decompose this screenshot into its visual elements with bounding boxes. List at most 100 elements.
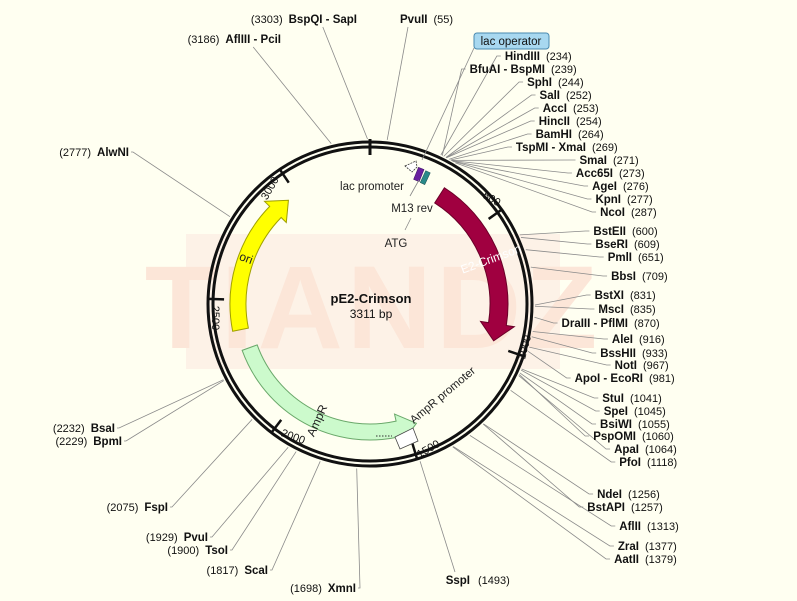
site-sali[interactable]: SalI (252)	[540, 90, 592, 102]
site-sspi[interactable]: SspI (1493)	[446, 575, 510, 587]
lac-promoter-label: lac promoter	[340, 181, 404, 193]
site-lead	[532, 331, 608, 340]
site-pvui[interactable]: PvuI (1929)	[146, 532, 208, 544]
site-lead	[519, 372, 597, 425]
lac-promoter-arrow[interactable]	[404, 160, 418, 173]
tick-label-1500: 1500	[415, 438, 442, 461]
site-name: TspMI - XmaI	[516, 142, 586, 154]
site-bpmi[interactable]: BpmI (2229)	[55, 436, 122, 448]
site-position: (651)	[638, 252, 664, 264]
tick-500	[487, 208, 503, 220]
site-position: (1313)	[647, 521, 679, 533]
site-name: NcoI	[600, 207, 625, 219]
site-fspi[interactable]: FspI (2075)	[107, 502, 168, 514]
site-bamhi[interactable]: BamHI (264)	[536, 129, 604, 141]
site-lead	[210, 447, 289, 538]
site-bstapi[interactable]: BstAPI (1257)	[587, 502, 663, 514]
site-name: Acc65I	[576, 168, 613, 180]
site-lead	[452, 446, 614, 547]
site-apai[interactable]: ApaI (1064)	[614, 444, 677, 456]
site-alei[interactable]: AleI (916)	[612, 334, 665, 346]
e2-crimson-arrow[interactable]	[433, 187, 516, 342]
site-aatii[interactable]: AatII (1379)	[614, 554, 677, 566]
site-lead	[531, 336, 597, 354]
lac-operator-callout[interactable]: lac operator	[473, 32, 550, 50]
ampr-promoter-arrow[interactable]	[394, 427, 419, 450]
site-name: NotI	[615, 360, 637, 372]
site-name: BseRI	[595, 239, 628, 251]
site-bseri[interactable]: BseRI (609)	[595, 239, 659, 251]
site-bfuai-bspmi[interactable]: BfuAI - BspMI (239)	[470, 64, 577, 76]
site-name: ApoI - EcoRI	[575, 373, 643, 385]
site-name: AflIII - PciI	[225, 34, 281, 46]
site-name: KpnI	[595, 194, 621, 206]
site-pvuii[interactable]: PvuII (55)	[400, 14, 453, 26]
site-afliii-pcii[interactable]: AflIII - PciI (3186)	[188, 34, 281, 46]
site-draiii-pflmi[interactable]: DraIII - PflMI (870)	[562, 318, 660, 330]
site-alwni[interactable]: AlwNI (2777)	[59, 147, 129, 159]
site-position: (2229)	[55, 436, 87, 448]
site-hindiii[interactable]: HindIII (234)	[505, 51, 572, 63]
site-pmli[interactable]: PmlI (651)	[608, 252, 664, 264]
site-lead	[230, 451, 297, 551]
site-hincii[interactable]: HincII (254)	[539, 116, 602, 128]
lac-promoter-mark[interactable]	[419, 170, 431, 185]
site-bsteii[interactable]: BstEII (600)	[593, 226, 657, 238]
site-ndei[interactable]: NdeI (1256)	[597, 489, 660, 501]
site-bsiwi[interactable]: BsiWI (1055)	[600, 419, 670, 431]
site-scai[interactable]: ScaI (1817)	[207, 565, 268, 577]
site-agei[interactable]: AgeI (276)	[592, 181, 649, 193]
site-bsshii[interactable]: BssHII (933)	[600, 348, 667, 360]
site-bbsi[interactable]: BbsI (709)	[611, 271, 668, 283]
site-position: (870)	[634, 318, 660, 330]
site-lead	[534, 305, 595, 310]
site-xmni[interactable]: XmnI (1698)	[290, 583, 356, 595]
lac-operator-box[interactable]	[473, 32, 550, 50]
site-pfoi[interactable]: PfoI (1118)	[619, 457, 677, 469]
site-position: (835)	[630, 304, 656, 316]
site-noti[interactable]: NotI (967)	[615, 360, 669, 372]
site-position: (277)	[627, 194, 653, 206]
site-apoi-ecori[interactable]: ApoI - EcoRI (981)	[575, 373, 675, 385]
site-acc65i[interactable]: Acc65I (273)	[576, 168, 645, 180]
site-lead	[452, 160, 589, 187]
site-position: (1377)	[645, 541, 677, 553]
site-smai[interactable]: SmaI (271)	[580, 155, 639, 167]
site-stui[interactable]: StuI (1041)	[602, 393, 662, 405]
site-name: AlwNI	[97, 147, 129, 159]
site-position: (981)	[649, 373, 675, 385]
site-lead	[455, 162, 597, 213]
site-position: (252)	[566, 90, 592, 102]
atg-label: ATG	[385, 238, 408, 250]
site-bsai[interactable]: BsaI (2232)	[53, 423, 115, 435]
site-zrai[interactable]: ZraI (1377)	[618, 541, 677, 553]
site-name: PvuI	[184, 532, 208, 544]
site-lead	[445, 94, 536, 158]
site-tsoi[interactable]: TsoI (1900)	[167, 545, 228, 557]
site-position: (2075)	[107, 502, 139, 514]
site-name: AccI	[543, 103, 567, 115]
site-lead	[356, 468, 361, 589]
site-position: (1045)	[634, 406, 666, 418]
tick-2000	[270, 419, 283, 434]
site-lead	[510, 390, 616, 463]
site-pspomi[interactable]: PspOMI (1060)	[593, 431, 674, 443]
site-sphi[interactable]: SphI (244)	[527, 77, 584, 89]
site-tspmi-xmai[interactable]: TspMI - XmaI (269)	[516, 142, 618, 154]
site-bspqi-sapi[interactable]: BspQI - SapI (3303)	[251, 14, 357, 26]
lac-operator-mark[interactable]	[413, 166, 425, 182]
site-lead	[525, 249, 604, 258]
site-spei[interactable]: SpeI (1045)	[604, 406, 666, 418]
site-name: StuI	[602, 393, 624, 405]
site-acci[interactable]: AccI (253)	[543, 103, 599, 115]
site-bstxi[interactable]: BstXI (831)	[595, 290, 656, 302]
lac-operator-label: lac operator	[481, 36, 542, 48]
ampr-promoter-label: AmpR promoter	[408, 365, 478, 426]
site-aflii[interactable]: AflII (1313)	[619, 521, 679, 533]
site-ncoi[interactable]: NcoI (287)	[600, 207, 657, 219]
site-msci[interactable]: MscI (835)	[598, 304, 655, 316]
site-kpni[interactable]: KpnI (277)	[595, 194, 652, 206]
ori-arrow[interactable]	[229, 199, 289, 332]
site-lead	[529, 346, 611, 366]
site-position: (1055)	[638, 419, 670, 431]
